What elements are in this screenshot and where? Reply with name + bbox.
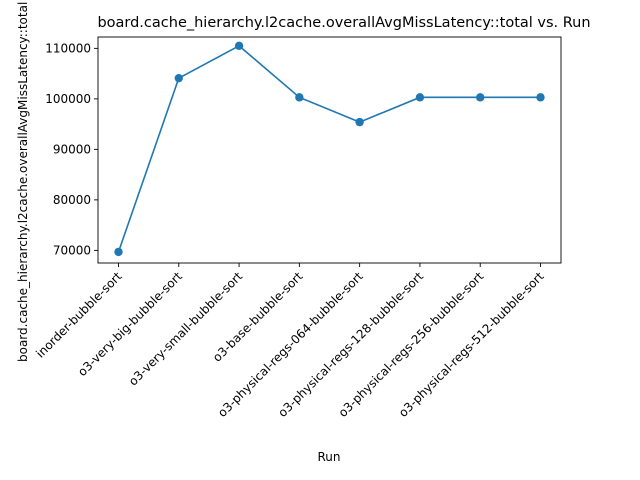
y-axis: 70000 80000 90000 100000 110000 [45, 42, 98, 258]
y-tick-label: 90000 [53, 143, 91, 157]
plot-area [114, 41, 545, 257]
x-axis: inorder-bubble-sorto3-very-big-bubble-so… [33, 263, 547, 420]
y-tick-label: 110000 [45, 42, 91, 56]
y-axis-label: board.cache_hierarchy.l2cache.overallAvg… [16, 2, 30, 362]
data-point [234, 41, 244, 51]
data-point [174, 73, 183, 83]
data-point [355, 117, 364, 127]
x-tick-label: o3-very-big-bubble-sort [75, 269, 185, 379]
data-point [295, 93, 304, 102]
data-point [415, 93, 425, 102]
chart-title: board.cache_hierarchy.l2cache.overallAvg… [97, 15, 590, 31]
data-point [476, 93, 485, 102]
y-tick-label: 70000 [53, 244, 91, 258]
series-line [117, 44, 541, 253]
y-tick-label: 100000 [45, 92, 91, 106]
x-axis-label: Run [317, 450, 340, 464]
data-point [536, 93, 545, 102]
x-tick-label: o3-very-small-bubble-sort [126, 269, 245, 388]
plot-frame [97, 36, 562, 264]
y-tick-label: 80000 [53, 193, 91, 207]
data-point [114, 247, 123, 257]
